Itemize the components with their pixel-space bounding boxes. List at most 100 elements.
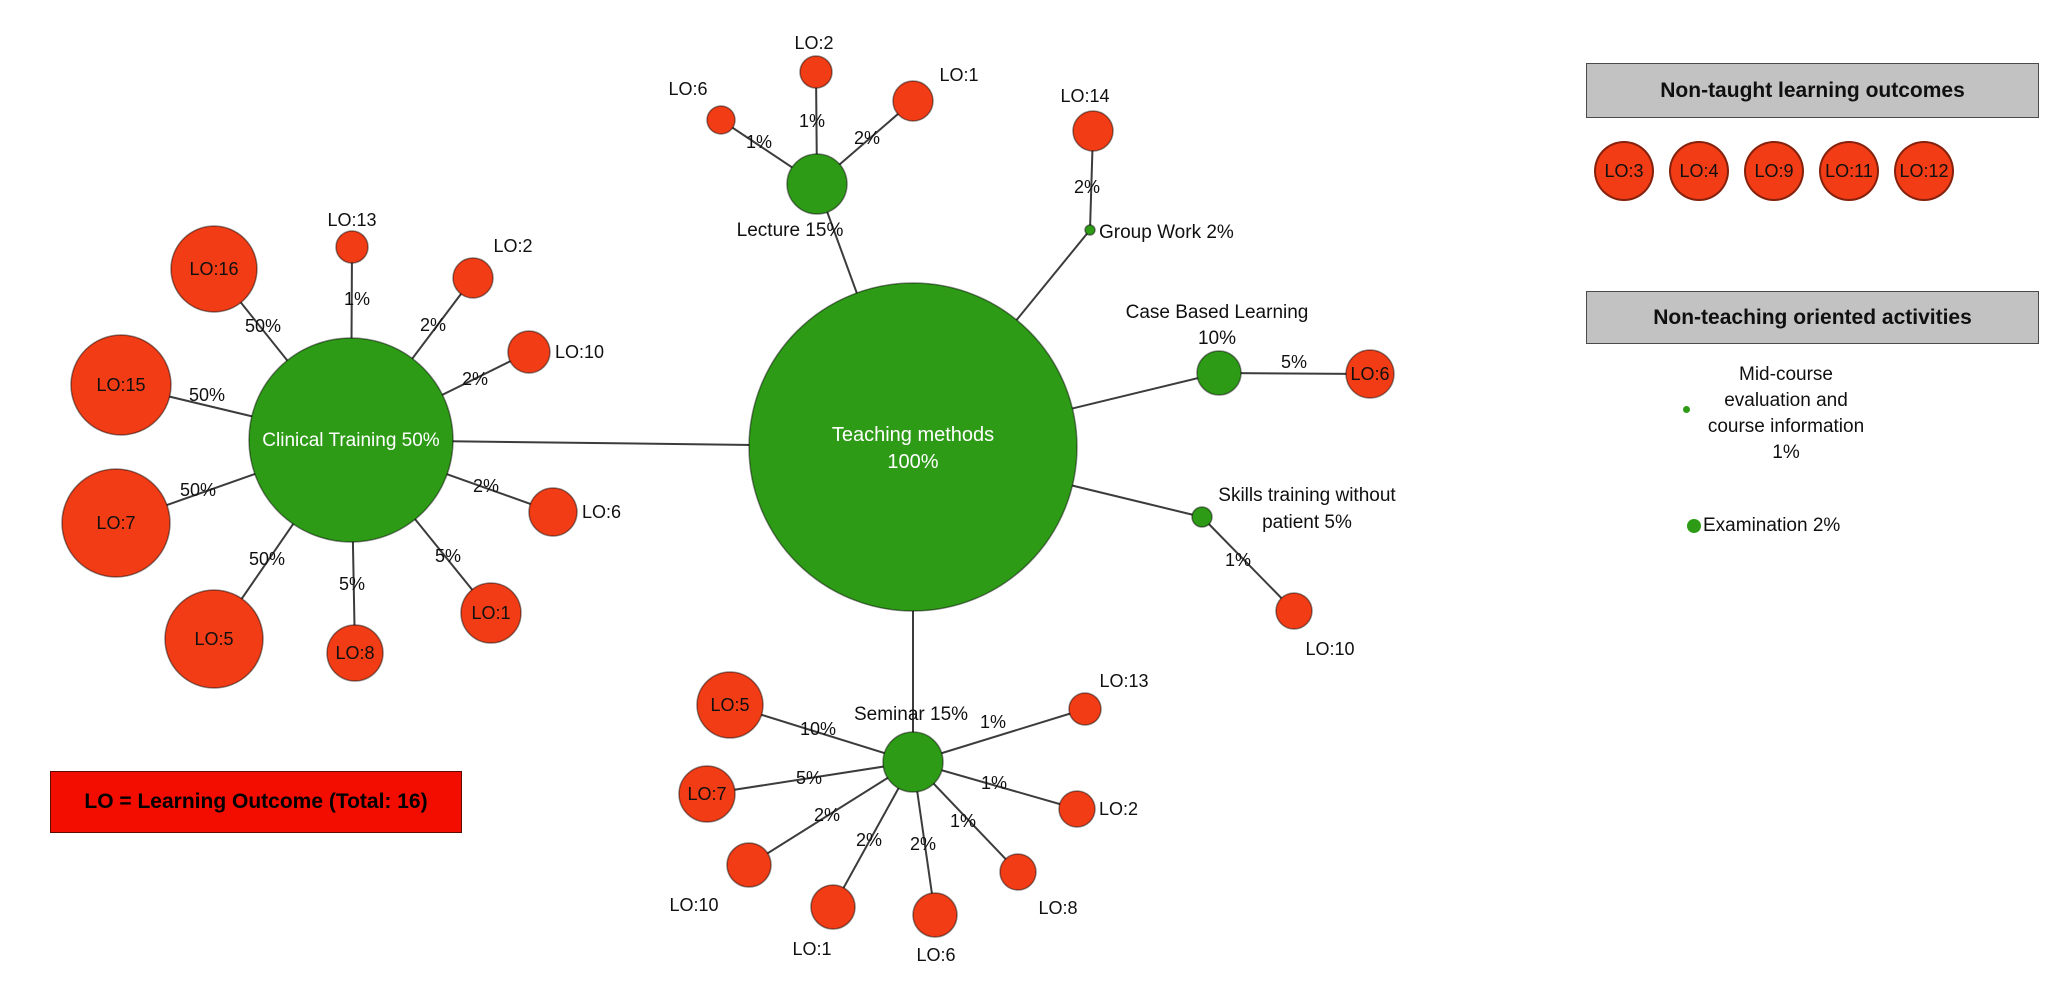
- node-label-skills: Skills training without patient 5%: [1218, 485, 1396, 533]
- legend-lo-circle: LO:4: [1669, 141, 1729, 201]
- node-label-cb6: LO:6: [1350, 364, 1389, 384]
- node-label-se1: LO:1: [792, 939, 831, 959]
- edge-label-clinical-c15: 50%: [189, 385, 225, 405]
- edge-label-seminar-se2: 1%: [981, 773, 1007, 793]
- node-label-c6: LO:6: [582, 502, 621, 522]
- node-label-c8: LO:8: [335, 643, 374, 663]
- edge-label-cbl-cb6: 5%: [1281, 352, 1307, 372]
- midcourse-line: course information: [1707, 416, 1865, 437]
- edge-label-skills-s10: 1%: [1225, 550, 1251, 570]
- edge-cbl-cb6: [1218, 372, 1371, 375]
- node-label-c2: LO:2: [493, 236, 532, 256]
- node-label-c15: LO:15: [96, 375, 145, 395]
- node-s10: [1275, 592, 1313, 630]
- edge-label-clinical-c6: 2%: [473, 476, 499, 496]
- node-se1: [810, 884, 856, 930]
- edge-label-seminar-se13: 1%: [980, 712, 1006, 732]
- node-label-se10: LO:10: [669, 895, 718, 915]
- node-label-clinical: Clinical Training 50%: [262, 430, 440, 451]
- node-label-se13: LO:13: [1099, 671, 1148, 691]
- edge-label-lecture-l2: 1%: [799, 111, 825, 131]
- legend-examination-entry: Examination 2%: [1687, 515, 1840, 537]
- node-c15: [70, 334, 172, 436]
- node-label-se8: LO:8: [1038, 898, 1077, 918]
- node-label-c10: LO:10: [555, 342, 604, 362]
- node-c10: [507, 330, 551, 374]
- edge-label-lecture-l6: 1%: [746, 132, 772, 152]
- legend-non-taught-circles: LO:3 LO:4 LO:9 LO:11 LO:12: [1594, 141, 1954, 201]
- node-se8: [999, 853, 1037, 891]
- edge-label-seminar-se7: 5%: [796, 768, 822, 788]
- node-label-l2: LO:2: [794, 33, 833, 53]
- node-label-c5: LO:5: [194, 629, 233, 649]
- lo-note-text: LO = Learning Outcome (Total: 16): [84, 790, 428, 813]
- node-label-se6: LO:6: [916, 945, 955, 965]
- midcourse-line: 1%: [1772, 442, 1800, 463]
- node-skills: [1191, 506, 1213, 528]
- node-l6: [706, 105, 736, 135]
- edge-label-seminar-se8: 1%: [950, 811, 976, 831]
- edge-label-clinical-c1: 5%: [435, 546, 461, 566]
- edge-label-clinical-c5: 50%: [249, 549, 285, 569]
- edge-seminar-se10: [748, 761, 914, 866]
- legend-lo-label: LO:9: [1754, 160, 1794, 181]
- legend-lo-label: LO:4: [1679, 160, 1719, 181]
- node-se10: [726, 842, 772, 888]
- node-se5: [696, 671, 764, 739]
- node-label-s10: LO:10: [1305, 639, 1354, 659]
- node-label-l1: LO:1: [939, 65, 978, 85]
- node-se6: [912, 892, 958, 938]
- node-l2: [799, 55, 833, 89]
- legend-non-taught-title: Non-taught learning outcomes: [1660, 78, 1965, 102]
- node-label-se2: LO:2: [1099, 799, 1138, 819]
- node-se2: [1058, 790, 1096, 828]
- legend-non-taught-header: Non-taught learning outcomes: [1586, 63, 2039, 118]
- edge-label-seminar-se6: 2%: [910, 834, 936, 854]
- node-label-c7: LO:7: [96, 513, 135, 533]
- node-label-se7: LO:7: [687, 784, 726, 804]
- node-c8: [326, 624, 384, 682]
- node-label-groupwork: Group Work 2%: [1099, 222, 1234, 243]
- node-label-g14: LO:14: [1060, 86, 1109, 106]
- edge-label-seminar-se10: 2%: [814, 805, 840, 825]
- edge-label-lecture-l1: 2%: [854, 128, 880, 148]
- node-label-se5: LO:5: [710, 695, 749, 715]
- node-teaching: [748, 282, 1078, 612]
- legend-lo-label: LO:11: [1825, 160, 1873, 181]
- node-c5: [164, 589, 264, 689]
- legend-lo-label: LO:12: [1899, 160, 1949, 181]
- edge-label-clinical-c16: 50%: [245, 316, 281, 336]
- legend-non-teaching-title: Non-teaching oriented activities: [1653, 305, 1972, 329]
- node-cbl: [1196, 350, 1242, 396]
- node-c1: [460, 582, 522, 644]
- node-groupwork: [1084, 224, 1096, 236]
- node-l1: [892, 80, 934, 122]
- node-c13: [335, 230, 369, 264]
- node-cb6: [1345, 349, 1395, 399]
- node-seminar: [882, 731, 944, 793]
- legend-lo-circle: LO:3: [1594, 141, 1654, 201]
- legend-lo-circle: LO:12: [1894, 141, 1954, 201]
- node-label-lecture: Lecture 15%: [737, 220, 844, 241]
- node-g14: [1072, 110, 1114, 152]
- edge-skills-s10: [1201, 516, 1295, 612]
- node-label-c16: LO:16: [189, 259, 238, 279]
- legend-lo-circle: LO:9: [1744, 141, 1804, 201]
- legend-non-teaching-header: Non-teaching oriented activities: [1586, 291, 2039, 344]
- edge-label-clinical-c7: 50%: [180, 480, 216, 500]
- node-clinical: [248, 337, 454, 543]
- edge-label-seminar-se1: 2%: [856, 830, 882, 850]
- edge-label-groupwork-g14: 2%: [1074, 177, 1100, 197]
- lo-note-box: LO = Learning Outcome (Total: 16): [50, 771, 462, 833]
- node-label-teaching: Teaching methods 100%: [832, 424, 994, 473]
- node-lecture: [786, 153, 848, 215]
- examination-label: Examination 2%: [1703, 515, 1841, 536]
- legend-lo-label: LO:3: [1604, 160, 1644, 181]
- midcourse-line: evaluation and: [1724, 390, 1848, 411]
- node-se13: [1068, 692, 1102, 726]
- node-c6: [528, 487, 578, 537]
- node-label-c1: LO:1: [471, 603, 510, 623]
- midcourse-line: Mid-course: [1739, 364, 1833, 385]
- node-label-seminar: Seminar 15%: [854, 704, 968, 725]
